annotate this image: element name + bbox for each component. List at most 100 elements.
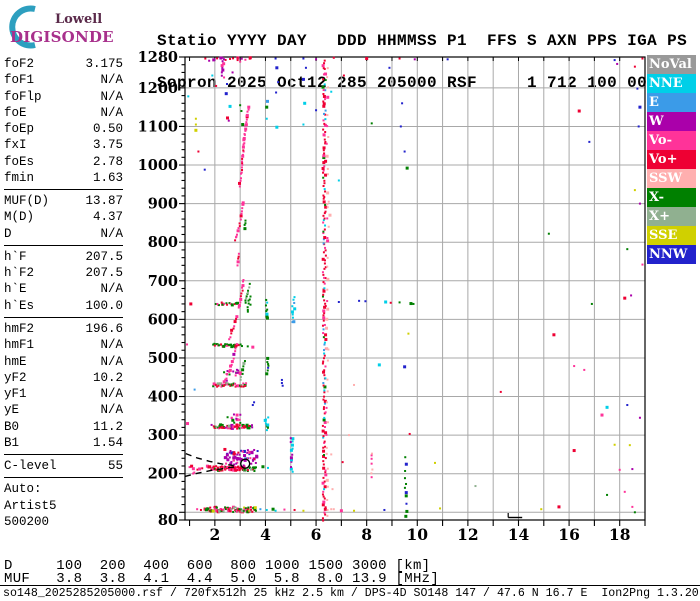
y-axis-label: 300 <box>148 427 178 444</box>
x-axis-label: 6 <box>311 525 322 544</box>
param-value: N/A <box>100 226 123 241</box>
param-row: fmin 1.63 <box>4 170 123 186</box>
logo-arc-icon <box>9 5 36 49</box>
x-axis-label: 12 <box>457 525 479 544</box>
artist-fit-lines <box>184 452 251 478</box>
param-label: MUF(D) <box>4 194 50 209</box>
fof2-marker-circle <box>240 458 251 469</box>
y-axis-label: 200 <box>148 466 178 483</box>
x-axis-label: 14 <box>508 525 530 544</box>
param-separator <box>4 454 123 456</box>
param-value: N/A <box>100 387 123 402</box>
param-row: foF1 N/A <box>4 72 123 88</box>
param-value: N/A <box>100 282 123 297</box>
param-row: Auto: <box>4 481 123 497</box>
x-axis-label: 2 <box>209 525 220 544</box>
param-value: 11.2 <box>92 419 123 434</box>
legend-item-vo: Vo- <box>647 131 696 150</box>
param-row: hmE N/A <box>4 354 123 370</box>
legend-item-x: X- <box>647 188 696 207</box>
param-row: M(D) 4.37 <box>4 209 123 225</box>
y-axis-label: 1200 <box>138 80 178 97</box>
param-label: yF2 <box>4 370 27 385</box>
y-axis-label: 80 <box>158 512 178 529</box>
y-axis-label: 800 <box>148 234 178 251</box>
axes: 1280120011001000900800700600500400300200… <box>138 49 646 544</box>
param-value: 10.2 <box>92 370 123 385</box>
legend-item-sse: SSE <box>647 226 696 245</box>
file-info-footer: so148_2025285205000.rsf / 720fx512h 25 k… <box>3 587 699 600</box>
param-row: h`F2 207.5 <box>4 265 123 281</box>
digisonde-logo: Lowell DIGISONDE <box>2 2 122 52</box>
param-label: hmF2 <box>4 321 35 336</box>
param-label: hmE <box>4 354 27 369</box>
y-axis-label: 900 <box>148 196 178 213</box>
param-label: foF2 <box>4 57 35 71</box>
footer-divider <box>0 585 700 586</box>
param-value: 0.50 <box>92 122 123 137</box>
echo-dots <box>186 56 644 522</box>
param-row: yF2 10.2 <box>4 370 123 386</box>
param-label: foE <box>4 105 27 120</box>
param-row: D N/A <box>4 226 123 242</box>
param-label: M(D) <box>4 210 35 225</box>
param-value: 2.78 <box>92 154 123 169</box>
param-row: C-level 55 <box>4 458 123 474</box>
param-value: 207.5 <box>85 249 123 264</box>
param-row: foF2 3.175 <box>4 56 123 72</box>
header-field-names: Statio YYYY DAY DDD HHMMSS P1 FFS S AXN … <box>157 32 688 50</box>
param-value: N/A <box>100 73 123 88</box>
distance-row: D 100 200 400 600 800 1000 1500 3000 [km… <box>4 558 431 574</box>
y-axis-label: 1100 <box>138 118 178 135</box>
param-value: 55 <box>107 459 123 474</box>
param-row: h`F 207.5 <box>4 249 123 265</box>
param-label: h`Es <box>4 298 35 313</box>
param-separator <box>4 244 123 246</box>
param-value: N/A <box>100 89 123 104</box>
x-axis-label: 16 <box>558 525 580 544</box>
legend-item-w: W <box>647 112 696 131</box>
x-axis-label: 18 <box>609 525 631 544</box>
y-axis-label: 400 <box>148 389 178 406</box>
param-row: yF1 N/A <box>4 386 123 402</box>
param-value: 196.6 <box>85 321 123 336</box>
param-row: 500200 <box>4 514 123 530</box>
param-label: foF1 <box>4 73 35 88</box>
param-label: 500200 <box>4 514 50 529</box>
param-label: Auto: <box>4 482 42 497</box>
param-value: N/A <box>100 105 123 120</box>
param-value: 1.63 <box>92 170 123 185</box>
legend-item-vo: Vo+ <box>647 150 696 169</box>
param-row: h`Es 100.0 <box>4 298 123 314</box>
param-label: foEp <box>4 122 35 137</box>
y-axis-label: 600 <box>148 311 178 328</box>
legend-item-noval: NoVal <box>647 55 696 74</box>
param-value: N/A <box>100 354 123 369</box>
param-row: hmF2 196.6 <box>4 321 123 337</box>
param-value: 100.0 <box>85 298 123 313</box>
x-axis-label: 4 <box>260 525 271 544</box>
param-label: B0 <box>4 419 20 434</box>
param-value: 13.87 <box>85 194 123 209</box>
y-axis-label: 700 <box>148 273 178 290</box>
param-label: foFlp <box>4 89 42 104</box>
param-value: 3.175 <box>85 57 123 71</box>
param-row: foE N/A <box>4 105 123 121</box>
param-row: foEs 2.78 <box>4 154 123 170</box>
param-label: Artist5 <box>4 498 57 513</box>
param-separator <box>4 477 123 479</box>
param-label: fmin <box>4 170 35 185</box>
y-axis-label: 500 <box>148 350 178 367</box>
param-value: N/A <box>100 338 123 353</box>
param-row: hmF1 N/A <box>4 337 123 353</box>
x-axis-label: 10 <box>406 525 428 544</box>
param-label: h`F <box>4 249 27 264</box>
param-label: fxI <box>4 138 27 153</box>
legend-item-nne: NNE <box>647 74 696 93</box>
param-row: fxI 3.75 <box>4 137 123 153</box>
legend-item-e: E <box>647 93 696 112</box>
logo-digisonde-text: DIGISONDE <box>10 28 114 46</box>
echo-color-legend: NoVal NNE E W Vo- Vo+ SSW X- X+ SSE NNW <box>647 55 696 264</box>
param-row: foFlp N/A <box>4 89 123 105</box>
